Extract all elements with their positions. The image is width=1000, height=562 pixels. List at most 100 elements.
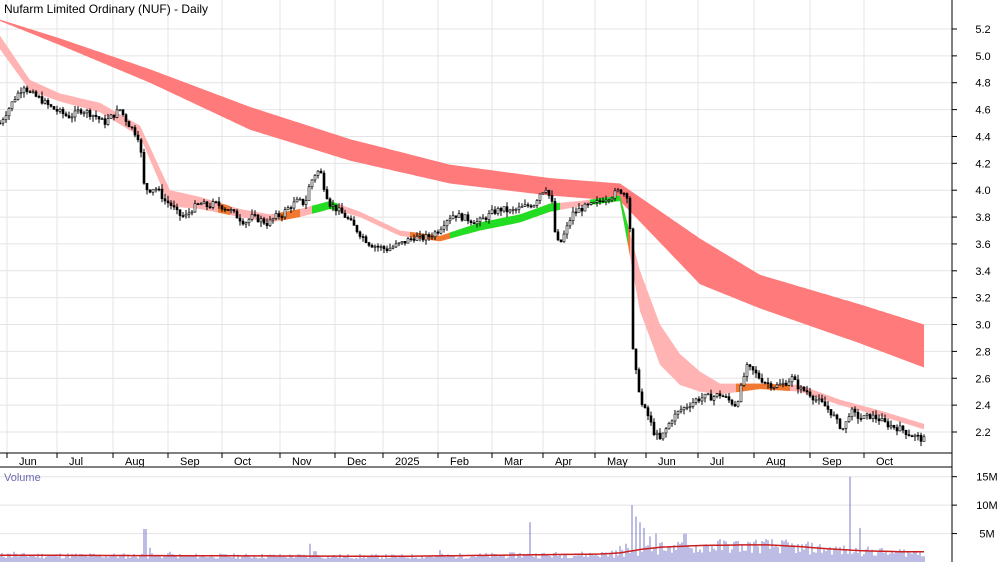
candle-up (310, 179, 314, 188)
candle-up (373, 245, 377, 248)
price-tick-label: 4.0 (975, 185, 990, 197)
x-tick-label: Aug (766, 456, 786, 468)
candle-up (193, 203, 197, 213)
candle-up (511, 209, 515, 211)
candle-up (880, 418, 884, 422)
candle-down (625, 193, 629, 199)
candle-down (139, 139, 143, 153)
candle-up (7, 108, 11, 117)
candle-up (532, 205, 536, 208)
long-term-band (0, 19, 924, 368)
candle-up (814, 399, 818, 402)
candle-up (661, 432, 665, 440)
candle-down (67, 115, 71, 119)
candle-up (13, 99, 17, 103)
candle-down (769, 383, 773, 389)
candle-up (535, 200, 539, 206)
candle-up (439, 228, 443, 234)
candle-up (199, 203, 203, 206)
candle-up (250, 214, 254, 220)
candle-down (829, 409, 833, 416)
candle-up (331, 204, 335, 207)
candle-down (469, 220, 473, 223)
candle-down (763, 381, 767, 384)
candle-down (877, 418, 881, 422)
candle-down (325, 189, 329, 200)
candle-up (424, 234, 428, 241)
candle-down (646, 407, 650, 417)
candle-up (517, 206, 521, 210)
candle-up (247, 219, 251, 224)
candle-down (346, 217, 350, 219)
candle-up (841, 428, 845, 430)
candle-down (355, 225, 359, 233)
candle-down (343, 212, 347, 218)
candle-down (166, 200, 170, 204)
candle-down (28, 91, 32, 93)
candle-up (229, 209, 233, 211)
candle-down (658, 432, 662, 440)
candle-up (847, 416, 851, 423)
volume-title: Volume (4, 472, 41, 484)
candle-up (70, 116, 74, 119)
candle-up (496, 208, 500, 214)
candle-down (25, 87, 29, 92)
candle-down (499, 208, 503, 212)
x-tick-label: Apr (555, 456, 572, 468)
candle-up (592, 201, 596, 204)
candle-up (100, 118, 104, 120)
candle-up (523, 204, 527, 207)
candle-up (244, 222, 248, 225)
x-tick-label: Nov (292, 456, 312, 468)
candle-up (316, 170, 320, 176)
x-tick-label: Sep (822, 456, 842, 468)
candle-down (634, 348, 638, 371)
candle-down (358, 231, 362, 237)
candle-down (853, 408, 857, 413)
candle-down (178, 209, 182, 216)
candle-up (298, 198, 302, 201)
candle-down (340, 207, 344, 214)
price-tick-label: 4.6 (975, 105, 990, 117)
x-tick-label: Dec (347, 456, 367, 468)
candle-up (448, 218, 452, 222)
candle-up (502, 206, 506, 212)
candle-down (64, 113, 68, 116)
candle-down (730, 399, 734, 405)
candle-up (379, 246, 383, 248)
candle-down (289, 207, 293, 209)
candle-up (190, 211, 194, 214)
candle-up (565, 225, 569, 235)
candle-up (295, 198, 299, 203)
candle-up (595, 200, 599, 203)
candle-down (802, 386, 806, 391)
candle-down (277, 213, 281, 217)
candle-down (136, 134, 140, 141)
candle-down (718, 393, 722, 397)
candle-up (16, 92, 20, 100)
price-tick-label: 3.6 (975, 239, 990, 251)
candle-up (304, 200, 308, 205)
candle-up (109, 114, 113, 119)
candle-down (598, 200, 602, 202)
candle-up (667, 423, 671, 430)
x-tick-label: Jul (710, 456, 724, 468)
candle-up (10, 101, 14, 109)
candle-up (589, 202, 593, 205)
candle-up (682, 407, 686, 411)
candle-down (838, 418, 842, 429)
candle-down (760, 377, 764, 383)
candle-down (238, 217, 242, 222)
candle-down (892, 424, 896, 428)
short-band-green-segment (450, 202, 560, 239)
candle-down (628, 197, 632, 230)
candle-down (121, 109, 125, 116)
candle-up (442, 225, 446, 230)
candle-up (736, 401, 740, 407)
candle-up (445, 220, 449, 227)
candle-up (778, 383, 782, 386)
candle-up (520, 206, 524, 208)
candle-up (154, 188, 158, 191)
candle-up (118, 109, 122, 111)
volume-average-line (0, 544, 924, 558)
